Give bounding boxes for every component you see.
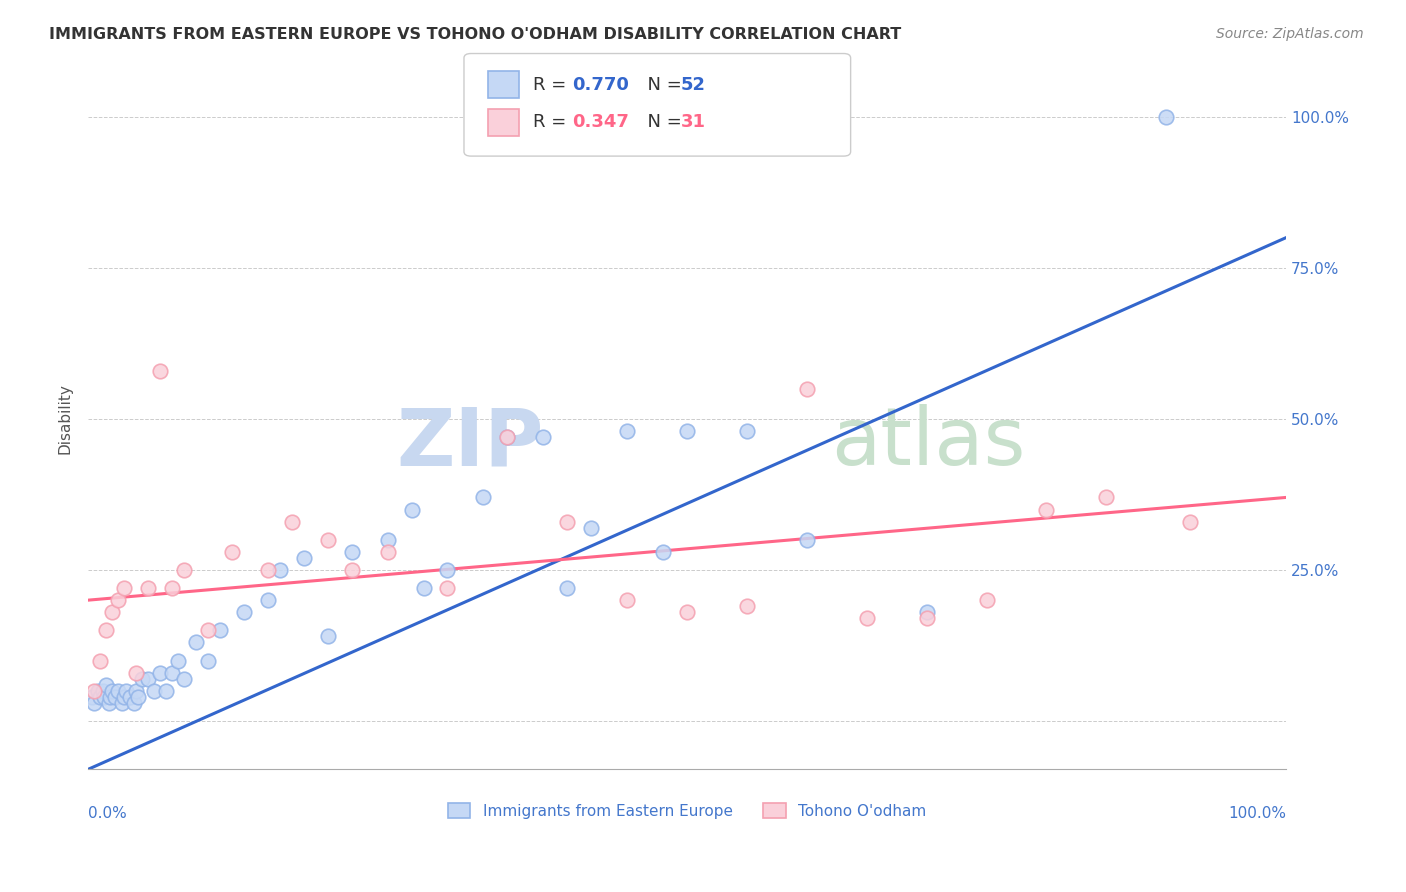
Point xyxy=(915,611,938,625)
Point xyxy=(83,696,105,710)
Point xyxy=(1095,491,1118,505)
Text: 52: 52 xyxy=(681,76,706,94)
Point xyxy=(616,424,638,438)
Point xyxy=(112,690,135,704)
Point xyxy=(101,683,124,698)
Text: ZIP: ZIP xyxy=(396,404,543,482)
Text: R =: R = xyxy=(533,113,572,131)
Point xyxy=(127,690,149,704)
Point xyxy=(735,599,758,614)
Point xyxy=(103,690,125,704)
Point xyxy=(436,563,458,577)
Point xyxy=(796,382,818,396)
Point xyxy=(531,430,554,444)
Point xyxy=(91,683,114,698)
Point xyxy=(136,672,159,686)
Point xyxy=(316,533,339,547)
Text: 0.770: 0.770 xyxy=(572,76,628,94)
Point xyxy=(197,654,219,668)
Point xyxy=(256,593,278,607)
Point xyxy=(112,581,135,595)
Point xyxy=(111,696,134,710)
Point xyxy=(676,424,699,438)
Y-axis label: Disability: Disability xyxy=(58,384,72,454)
Point xyxy=(80,690,103,704)
Text: 100.0%: 100.0% xyxy=(1227,805,1286,821)
Point xyxy=(208,624,231,638)
Point xyxy=(131,672,153,686)
Point xyxy=(976,593,998,607)
Point xyxy=(122,696,145,710)
Point xyxy=(281,515,304,529)
Point xyxy=(83,683,105,698)
Point xyxy=(149,665,172,680)
Point xyxy=(94,624,117,638)
Text: IMMIGRANTS FROM EASTERN EUROPE VS TOHONO O'ODHAM DISABILITY CORRELATION CHART: IMMIGRANTS FROM EASTERN EUROPE VS TOHONO… xyxy=(49,27,901,42)
Point xyxy=(115,683,138,698)
Point xyxy=(184,635,207,649)
Point xyxy=(89,654,111,668)
Text: 0.347: 0.347 xyxy=(572,113,628,131)
Point xyxy=(143,683,166,698)
Point xyxy=(160,665,183,680)
Text: N =: N = xyxy=(636,113,688,131)
Text: N =: N = xyxy=(636,76,688,94)
Point xyxy=(173,563,195,577)
Point xyxy=(555,515,578,529)
Point xyxy=(221,545,243,559)
Point xyxy=(167,654,190,668)
Point xyxy=(316,629,339,643)
Point xyxy=(120,690,142,704)
Point xyxy=(855,611,877,625)
Point xyxy=(125,665,148,680)
Point xyxy=(98,690,121,704)
Point xyxy=(377,533,399,547)
Point xyxy=(915,605,938,619)
Point xyxy=(107,593,129,607)
Point xyxy=(735,424,758,438)
Point xyxy=(581,521,603,535)
Point xyxy=(97,696,120,710)
Text: atlas: atlas xyxy=(831,404,1025,482)
Point xyxy=(125,683,148,698)
Point xyxy=(89,690,111,704)
Point xyxy=(555,581,578,595)
Point xyxy=(292,550,315,565)
Point xyxy=(101,605,124,619)
Point xyxy=(1154,110,1177,124)
Point xyxy=(472,491,495,505)
Point xyxy=(149,363,172,377)
Point xyxy=(340,545,363,559)
Point xyxy=(652,545,675,559)
Point xyxy=(107,683,129,698)
Text: 0.0%: 0.0% xyxy=(89,805,127,821)
Point xyxy=(87,683,110,698)
Point xyxy=(340,563,363,577)
Point xyxy=(1178,515,1201,529)
Legend: Immigrants from Eastern Europe, Tohono O'odham: Immigrants from Eastern Europe, Tohono O… xyxy=(441,797,932,825)
Point xyxy=(256,563,278,577)
Point xyxy=(436,581,458,595)
Point xyxy=(94,678,117,692)
Point xyxy=(93,690,115,704)
Point xyxy=(269,563,291,577)
Point xyxy=(796,533,818,547)
Text: 31: 31 xyxy=(681,113,706,131)
Point xyxy=(1035,502,1057,516)
Point xyxy=(676,605,699,619)
Point xyxy=(377,545,399,559)
Text: Source: ZipAtlas.com: Source: ZipAtlas.com xyxy=(1216,27,1364,41)
Point xyxy=(496,430,519,444)
Point xyxy=(197,624,219,638)
Point xyxy=(401,502,423,516)
Point xyxy=(173,672,195,686)
Point xyxy=(232,605,254,619)
Point xyxy=(160,581,183,595)
Point xyxy=(155,683,177,698)
Point xyxy=(496,430,519,444)
Point xyxy=(616,593,638,607)
Text: R =: R = xyxy=(533,76,572,94)
Point xyxy=(136,581,159,595)
Point xyxy=(412,581,434,595)
